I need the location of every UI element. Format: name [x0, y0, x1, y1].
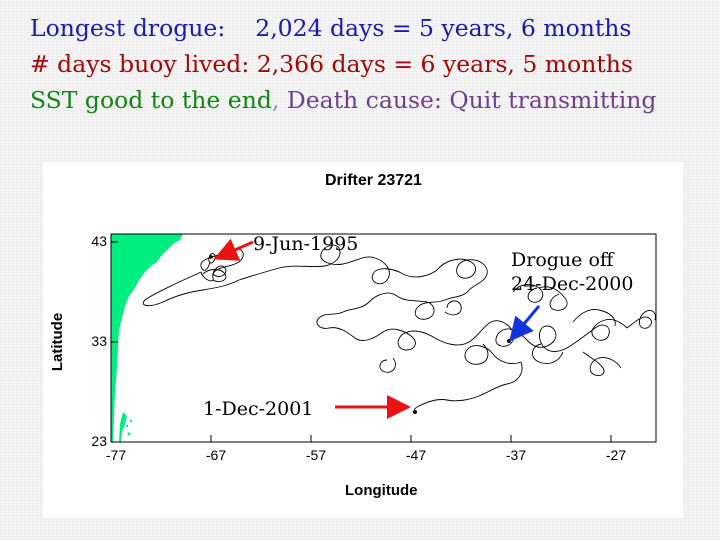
- headline-death-cause: SST good to the end, Death cause: Quit t…: [30, 86, 656, 114]
- x-axis-label: Longitude: [345, 482, 418, 499]
- x-tick-label: -37: [505, 447, 527, 463]
- drifter-track-figure: Drifter 23721 Latitude Longitude 43 33 2…: [43, 162, 683, 518]
- deployment-date-label: 9-Jun-1995: [253, 233, 359, 255]
- y-tick-label: 33: [91, 333, 107, 349]
- drifter-track: [142, 244, 656, 413]
- drogue-label: Longest drogue:: [30, 14, 226, 42]
- coastline-land: [111, 234, 183, 442]
- track-map: [110, 233, 657, 443]
- headline-buoy-lifetime: # days buoy lived: 2,366 days = 6 years,…: [30, 50, 633, 78]
- drogue-off-label: Drogue off 24-Dec-2000: [511, 248, 634, 296]
- drogue-off-date: 24-Dec-2000: [511, 273, 634, 295]
- x-tick-label: -27: [605, 447, 627, 463]
- deployment-point: [209, 255, 213, 259]
- separator: ,: [271, 86, 280, 114]
- drogue-loss-point: [507, 339, 511, 343]
- last-fix-date-label: 1-Dec-2001: [203, 398, 314, 420]
- last-fix-point: [413, 410, 417, 414]
- x-tick-label: -67: [205, 447, 227, 463]
- death-cause: Death cause: Quit transmitting: [286, 86, 657, 114]
- x-tick-label: -57: [305, 447, 327, 463]
- axis-ticks: [110, 241, 612, 443]
- sst-status: SST good to the end: [30, 86, 272, 114]
- y-tick-label: 43: [91, 233, 107, 249]
- deployed-arrow: [213, 238, 254, 261]
- drogue-value: 2,024 days = 5 years, 6 months: [255, 14, 632, 42]
- y-axis-label: Latitude: [49, 312, 66, 372]
- drogue-off-title: Drogue off: [511, 249, 614, 271]
- plot-frame: [110, 233, 657, 443]
- y-tick-label: 23: [91, 433, 107, 449]
- drogue-arrow: [509, 305, 541, 342]
- x-tick-label: -47: [405, 447, 427, 463]
- figure-title: Drifter 23721: [325, 172, 422, 189]
- headline-drogue-duration: Longest drogue: 2,024 days = 5 years, 6 m…: [30, 14, 632, 42]
- x-tick-label: -77: [105, 447, 127, 463]
